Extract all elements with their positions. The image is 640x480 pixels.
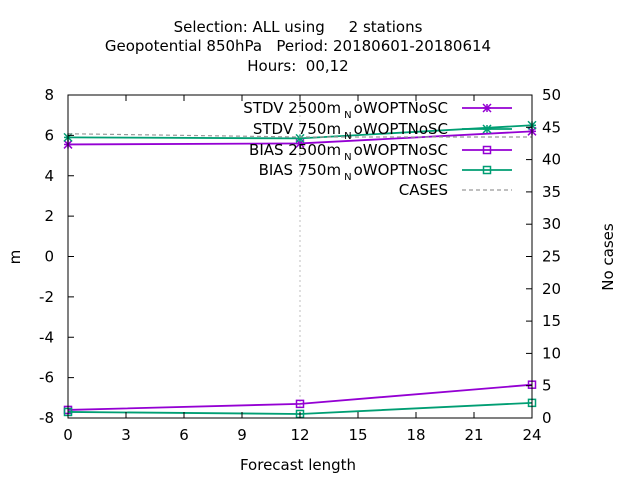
y-tick-label: 8 <box>44 86 54 104</box>
legend-label-4: CASES <box>399 181 448 199</box>
y2-axis: 0 5 10 15 20 25 30 35 40 45 50 <box>526 86 561 427</box>
title-line-1: Selection: ALL using 2 stations <box>174 18 423 36</box>
x-tick-label: 3 <box>121 426 131 444</box>
chart-title: Selection: ALL using 2 stations Geopoten… <box>105 18 491 75</box>
y-tick-label: -2 <box>39 288 54 306</box>
x-tick-label: 24 <box>522 426 541 444</box>
x-tick-label: 9 <box>237 426 247 444</box>
y2-tick-label: 15 <box>542 312 561 330</box>
x-axis: 0 3 6 9 12 15 18 21 24 <box>63 95 542 444</box>
series-line-4 <box>67 133 532 138</box>
series-line-2 <box>67 383 533 411</box>
y2-tick-label: 20 <box>542 280 561 298</box>
series-point-2 <box>295 399 305 409</box>
legend-marker-3 <box>482 165 492 175</box>
series-point-1 <box>295 133 305 143</box>
y-axis-label: m <box>6 250 24 265</box>
y2-tick-label: 45 <box>542 118 561 136</box>
x-tick-label: 6 <box>179 426 189 444</box>
y2-tick-label: 5 <box>542 377 552 395</box>
y2-tick-label: 35 <box>542 183 561 201</box>
legend-marker-2 <box>482 145 492 155</box>
x-axis-label: Forecast length <box>240 456 356 474</box>
y-tick-label: 2 <box>44 207 54 225</box>
legend-marker-1 <box>482 124 492 134</box>
x-tick-label: 15 <box>348 426 367 444</box>
x-tick-label: 21 <box>464 426 483 444</box>
y-tick-label: 0 <box>44 248 54 266</box>
y2-tick-label: 10 <box>542 344 561 362</box>
y-tick-label: -4 <box>39 328 54 346</box>
y2-tick-label: 25 <box>542 248 561 266</box>
legend-marker-0 <box>482 103 492 113</box>
y-tick-label: 6 <box>44 126 54 144</box>
x-tick-label: 12 <box>290 426 309 444</box>
y2-axis-label: No cases <box>599 223 617 291</box>
y2-tick-label: 50 <box>542 86 561 104</box>
title-line-2: Geopotential 850hPa Period: 20180601-201… <box>105 37 491 55</box>
y-tick-label: 4 <box>44 167 54 185</box>
x-tick-label: 18 <box>406 426 425 444</box>
y2-tick-label: 30 <box>542 215 561 233</box>
title-line-3: Hours: 00,12 <box>247 57 348 75</box>
y-axis: -8 -6 -4 -2 0 2 4 6 8 <box>39 86 74 427</box>
y-tick-label: -6 <box>39 369 54 387</box>
y2-tick-label: 0 <box>542 409 552 427</box>
y2-tick-label: 40 <box>542 151 561 169</box>
y-tick-label: -8 <box>39 409 54 427</box>
x-tick-label: 0 <box>63 426 73 444</box>
